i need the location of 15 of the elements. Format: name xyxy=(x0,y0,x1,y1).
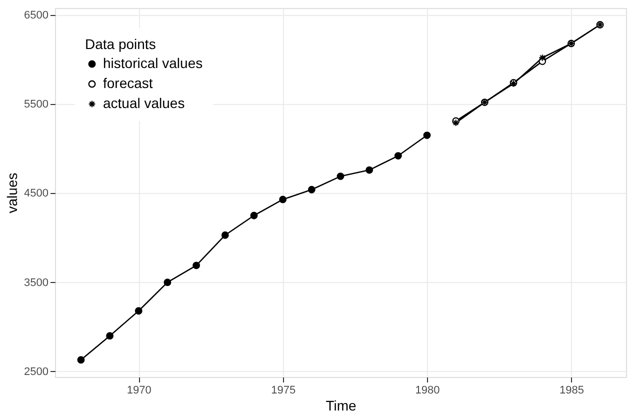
x-tick-label: 1980 xyxy=(415,384,440,396)
x-tick-label: 1975 xyxy=(271,384,296,396)
y-axis-title: values xyxy=(4,172,20,214)
x-tick-label: 1985 xyxy=(559,384,584,396)
legend-label: forecast xyxy=(103,75,153,91)
y-tick-label: 4500 xyxy=(24,188,48,200)
y-tick-label: 3500 xyxy=(24,276,48,289)
y-tick-label: 2500 xyxy=(24,366,48,378)
y-tick-label: 5500 xyxy=(24,98,48,111)
x-tick-label: 1970 xyxy=(126,384,152,396)
x-axis-title: Time xyxy=(326,398,357,414)
legend-title: Data points xyxy=(85,36,156,52)
legend-label: actual values xyxy=(103,95,185,111)
y-tick-label: 6500 xyxy=(24,9,48,22)
legend-label: historical values xyxy=(103,55,203,71)
